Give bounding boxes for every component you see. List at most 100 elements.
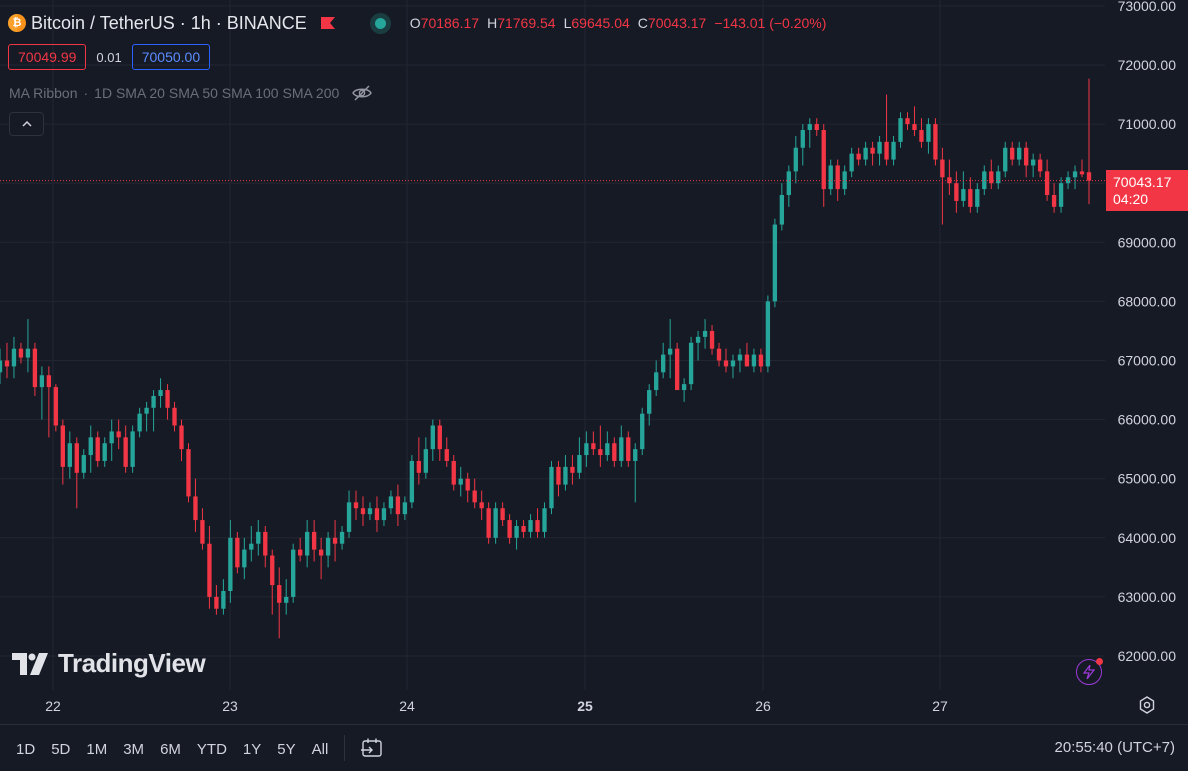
candle <box>95 431 100 467</box>
candle-body <box>751 354 757 367</box>
candle-body <box>996 171 1001 184</box>
candle <box>242 537 247 580</box>
candle <box>123 425 128 473</box>
candle <box>688 336 694 391</box>
candle-body <box>304 531 310 556</box>
candle-body <box>542 508 547 532</box>
candle-body <box>926 124 931 142</box>
candle-body <box>730 360 736 367</box>
candle <box>346 490 352 538</box>
candle-body <box>1037 159 1043 172</box>
range-button-5d[interactable]: 5D <box>51 740 71 758</box>
candle <box>661 342 666 379</box>
candle-body <box>716 348 722 361</box>
y-tick-label: 73000.00 <box>1118 0 1177 14</box>
candle-body <box>67 443 72 467</box>
x-tick-label: 27 <box>932 698 948 714</box>
x-tick-label: 23 <box>222 698 238 714</box>
candle <box>116 419 121 450</box>
flag-icon[interactable] <box>320 17 335 29</box>
candle <box>828 159 833 196</box>
buy-button[interactable]: 70050.00 <box>131 44 211 70</box>
candle <box>1051 183 1057 213</box>
tradingview-logo[interactable]: TradingView <box>12 648 206 679</box>
collapse-legend-button[interactable] <box>9 112 44 136</box>
close-label: C <box>637 15 648 31</box>
candle <box>744 342 750 367</box>
range-button-1y[interactable]: 1Y <box>242 740 262 758</box>
candle <box>584 431 589 467</box>
candle-body <box>402 502 408 515</box>
candle-body <box>1079 171 1085 175</box>
candle-body <box>933 124 938 160</box>
candle-body <box>807 124 812 131</box>
candle <box>605 431 610 461</box>
range-button-all[interactable]: All <box>311 740 329 758</box>
clock-timezone[interactable]: 20:55:40 (UTC+7) <box>1054 739 1175 756</box>
lightning-icon[interactable] <box>1076 658 1103 685</box>
indicator-name[interactable]: MA Ribbon <box>9 85 78 101</box>
price-chart[interactable]: 62000.00 63000.00 64000.00 65000.00 66000.00… <box>0 0 1188 724</box>
candle <box>709 325 715 355</box>
candle-body <box>416 460 422 473</box>
candle-body <box>793 147 798 172</box>
settings-icon[interactable] <box>1137 695 1157 720</box>
candle <box>612 437 617 467</box>
candle <box>723 348 729 373</box>
candle <box>32 342 38 396</box>
candle-body <box>11 348 17 367</box>
candle-body <box>102 443 107 461</box>
candle-body <box>207 543 212 597</box>
candle <box>549 460 554 515</box>
candle-body <box>374 508 380 521</box>
candle-body <box>779 195 785 225</box>
candle-body <box>674 348 680 391</box>
candle-body <box>172 407 177 426</box>
candle-body <box>891 141 896 160</box>
range-button-1d[interactable]: 1D <box>16 740 36 758</box>
candle <box>570 455 575 485</box>
candle <box>849 147 854 178</box>
candle-body <box>835 165 840 190</box>
candle-body <box>25 348 31 358</box>
candle <box>0 348 3 385</box>
indicator-legend[interactable]: MA Ribbon · 1D SMA 20 SMA 50 SMA 100 SMA… <box>9 84 373 102</box>
chevron-up-icon <box>21 120 32 127</box>
candle-body <box>1086 172 1092 181</box>
candle-body <box>633 449 638 461</box>
y-tick-label: 67000.00 <box>1118 353 1177 369</box>
candle <box>137 407 142 438</box>
range-button-1m[interactable]: 1M <box>86 740 108 758</box>
x-tick-label: 22 <box>45 698 61 714</box>
candle <box>318 537 324 580</box>
candle-body <box>179 425 184 450</box>
y-tick-label: 68000.00 <box>1118 293 1177 309</box>
candle-body <box>647 390 652 414</box>
symbol-title[interactable]: Bitcoin / TetherUS · 1h · BINANCE <box>31 12 307 33</box>
go-to-date-icon[interactable] <box>360 737 386 764</box>
candles <box>0 78 1092 639</box>
range-button-ytd[interactable]: YTD <box>196 740 227 758</box>
candle <box>165 384 170 420</box>
candle <box>256 520 261 556</box>
last-price-value: 70043.17 <box>1113 174 1172 190</box>
candle-body <box>702 330 708 337</box>
candle-body <box>158 390 163 396</box>
x-tick-label: 24 <box>399 698 415 714</box>
range-button-5y[interactable]: 5Y <box>277 740 296 758</box>
sell-button[interactable]: 70049.99 <box>8 44 87 70</box>
candle <box>842 165 847 196</box>
candle <box>905 112 910 131</box>
range-button-3m[interactable]: 3M <box>123 740 145 758</box>
time-axis: 22 23 24 25 26 27 <box>45 698 948 714</box>
candle <box>591 431 596 456</box>
range-button-6m[interactable]: 6M <box>160 740 181 758</box>
candle-body <box>814 124 819 131</box>
candle <box>877 135 882 166</box>
market-status-icon[interactable] <box>374 17 386 29</box>
logo-text: TradingView <box>58 648 206 678</box>
candle-body <box>514 525 519 538</box>
y-tick-label: 65000.00 <box>1118 471 1177 487</box>
candle <box>25 319 31 373</box>
eye-off-icon[interactable] <box>351 84 373 102</box>
